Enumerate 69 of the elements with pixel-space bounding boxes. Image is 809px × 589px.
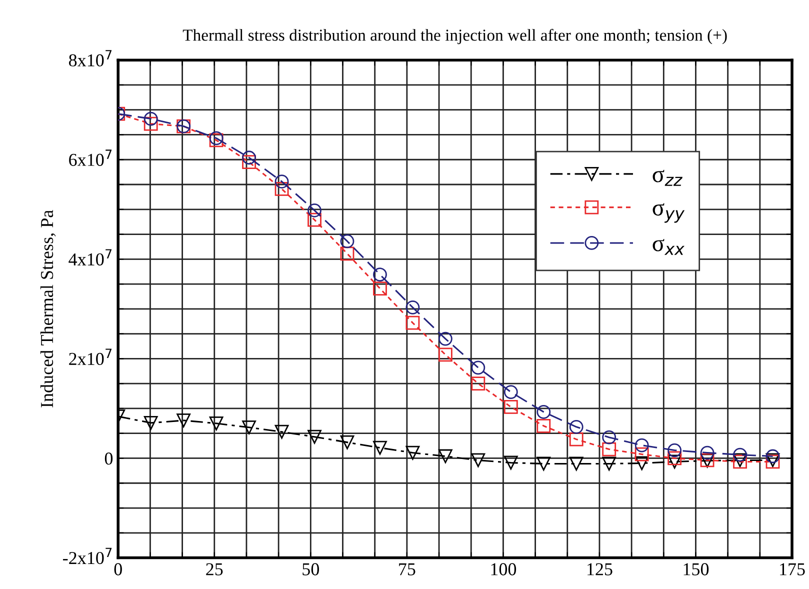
- point: [274, 424, 289, 439]
- point: [471, 360, 486, 375]
- chart-title: Thermall stress distribution around the injection well after one month; tension (+): [182, 28, 727, 44]
- point: [504, 385, 518, 399]
- point: [274, 182, 289, 196]
- point: [406, 300, 420, 314]
- point: [373, 282, 387, 296]
- point: [242, 420, 256, 434]
- point: [733, 448, 747, 462]
- point: [602, 442, 616, 456]
- point: [373, 268, 387, 282]
- x-tick-label: 125: [588, 563, 612, 576]
- point: [766, 449, 780, 464]
- point: [569, 420, 584, 434]
- point: [634, 447, 649, 462]
- point: [308, 430, 322, 444]
- point: [438, 449, 452, 464]
- point: [373, 440, 387, 455]
- x-tick-label: 75: [399, 563, 416, 576]
- y-axis-title: Induced Thermal Stress, Pa: [40, 210, 56, 408]
- y-tick-label: 4x10$^{7}$: [68, 249, 112, 266]
- point: [569, 432, 584, 446]
- x-tick-label: 50: [302, 563, 319, 576]
- point: [242, 155, 256, 170]
- point: [406, 316, 420, 330]
- point: [406, 446, 420, 460]
- point: [308, 212, 322, 227]
- point: [438, 348, 452, 362]
- point: [536, 456, 551, 471]
- y-tick-label: -2x10$^{7}$: [63, 548, 112, 564]
- x-tick-label: 0: [114, 563, 122, 576]
- point: [242, 150, 256, 165]
- point: [144, 116, 158, 131]
- point: [504, 456, 518, 470]
- point: [504, 400, 518, 414]
- point: [340, 435, 354, 450]
- point: [471, 453, 486, 468]
- point: [634, 438, 649, 452]
- y-tick-label: 8x10$^{7}$: [68, 50, 112, 66]
- point: [634, 456, 649, 470]
- point: [668, 451, 682, 466]
- point: [471, 376, 486, 391]
- point: [602, 430, 616, 444]
- point: [176, 413, 191, 428]
- point: [209, 416, 224, 430]
- point: [144, 416, 158, 430]
- point: [602, 456, 616, 471]
- point: [536, 418, 551, 433]
- y-tick-label: 2x10$^{7}$: [69, 348, 112, 366]
- legend-label: σ$_{xx}$: [652, 238, 685, 255]
- point: [340, 234, 354, 248]
- point: [308, 203, 322, 218]
- point: [668, 443, 682, 458]
- x-tick-label: 100: [491, 563, 516, 576]
- x-tick-label: 25: [206, 563, 223, 576]
- point: [668, 454, 682, 469]
- x-tick-label: 175: [780, 563, 805, 576]
- legend-label: σ$_{zz}$: [652, 170, 682, 186]
- y-tick-label: 6x10$^{7}$: [69, 150, 112, 166]
- point: [274, 174, 289, 188]
- point: [700, 446, 714, 460]
- point: [144, 112, 158, 126]
- legend-label: σ$_{yy}$: [652, 203, 685, 223]
- point: [340, 246, 354, 261]
- point: [569, 456, 584, 471]
- y-tick-label: 0: [104, 452, 113, 465]
- x-tick-label: 150: [684, 563, 709, 576]
- point: [536, 405, 551, 419]
- point: [438, 332, 452, 346]
